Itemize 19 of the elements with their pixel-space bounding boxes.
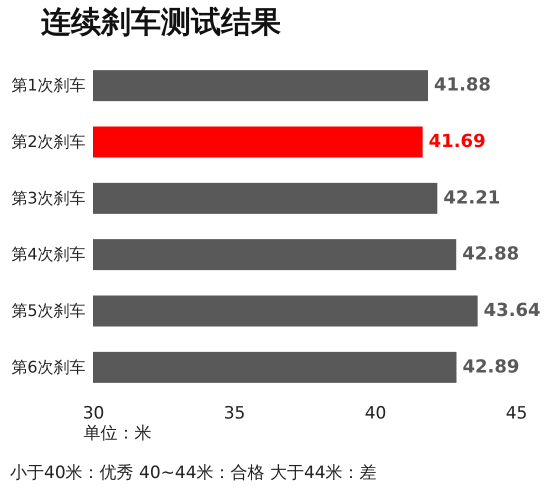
data-label: 43.64 (484, 300, 541, 322)
x-tick-label: 30 (82, 404, 104, 424)
y-tick-label: 第2次刹车 (11, 132, 86, 151)
x-tick-label: 45 (506, 404, 528, 424)
chart-title: 连续刹车测试结果 (40, 5, 281, 40)
data-label: 41.88 (434, 74, 491, 96)
x-tick-label: 35 (224, 404, 246, 424)
x-tick-label: 40 (364, 404, 386, 424)
data-label: 42.21 (443, 187, 500, 208)
data-label: 42.89 (462, 356, 520, 378)
y-tick-label: 第3次刹车 (11, 188, 86, 208)
x-axis-title: 单位：米 (84, 424, 152, 444)
y-tick-label: 第5次刹车 (11, 301, 86, 320)
data-label: 41.69 (428, 130, 486, 152)
y-tick-label: 第6次刹车 (11, 357, 86, 376)
data-label: 42.88 (462, 244, 520, 265)
y-tick-label: 第4次刹车 (11, 244, 86, 264)
y-tick-label: 第1次刹车 (11, 76, 86, 95)
text: 小于40米：优秀 40~44米：合格 大于44米：差 (9, 462, 378, 484)
